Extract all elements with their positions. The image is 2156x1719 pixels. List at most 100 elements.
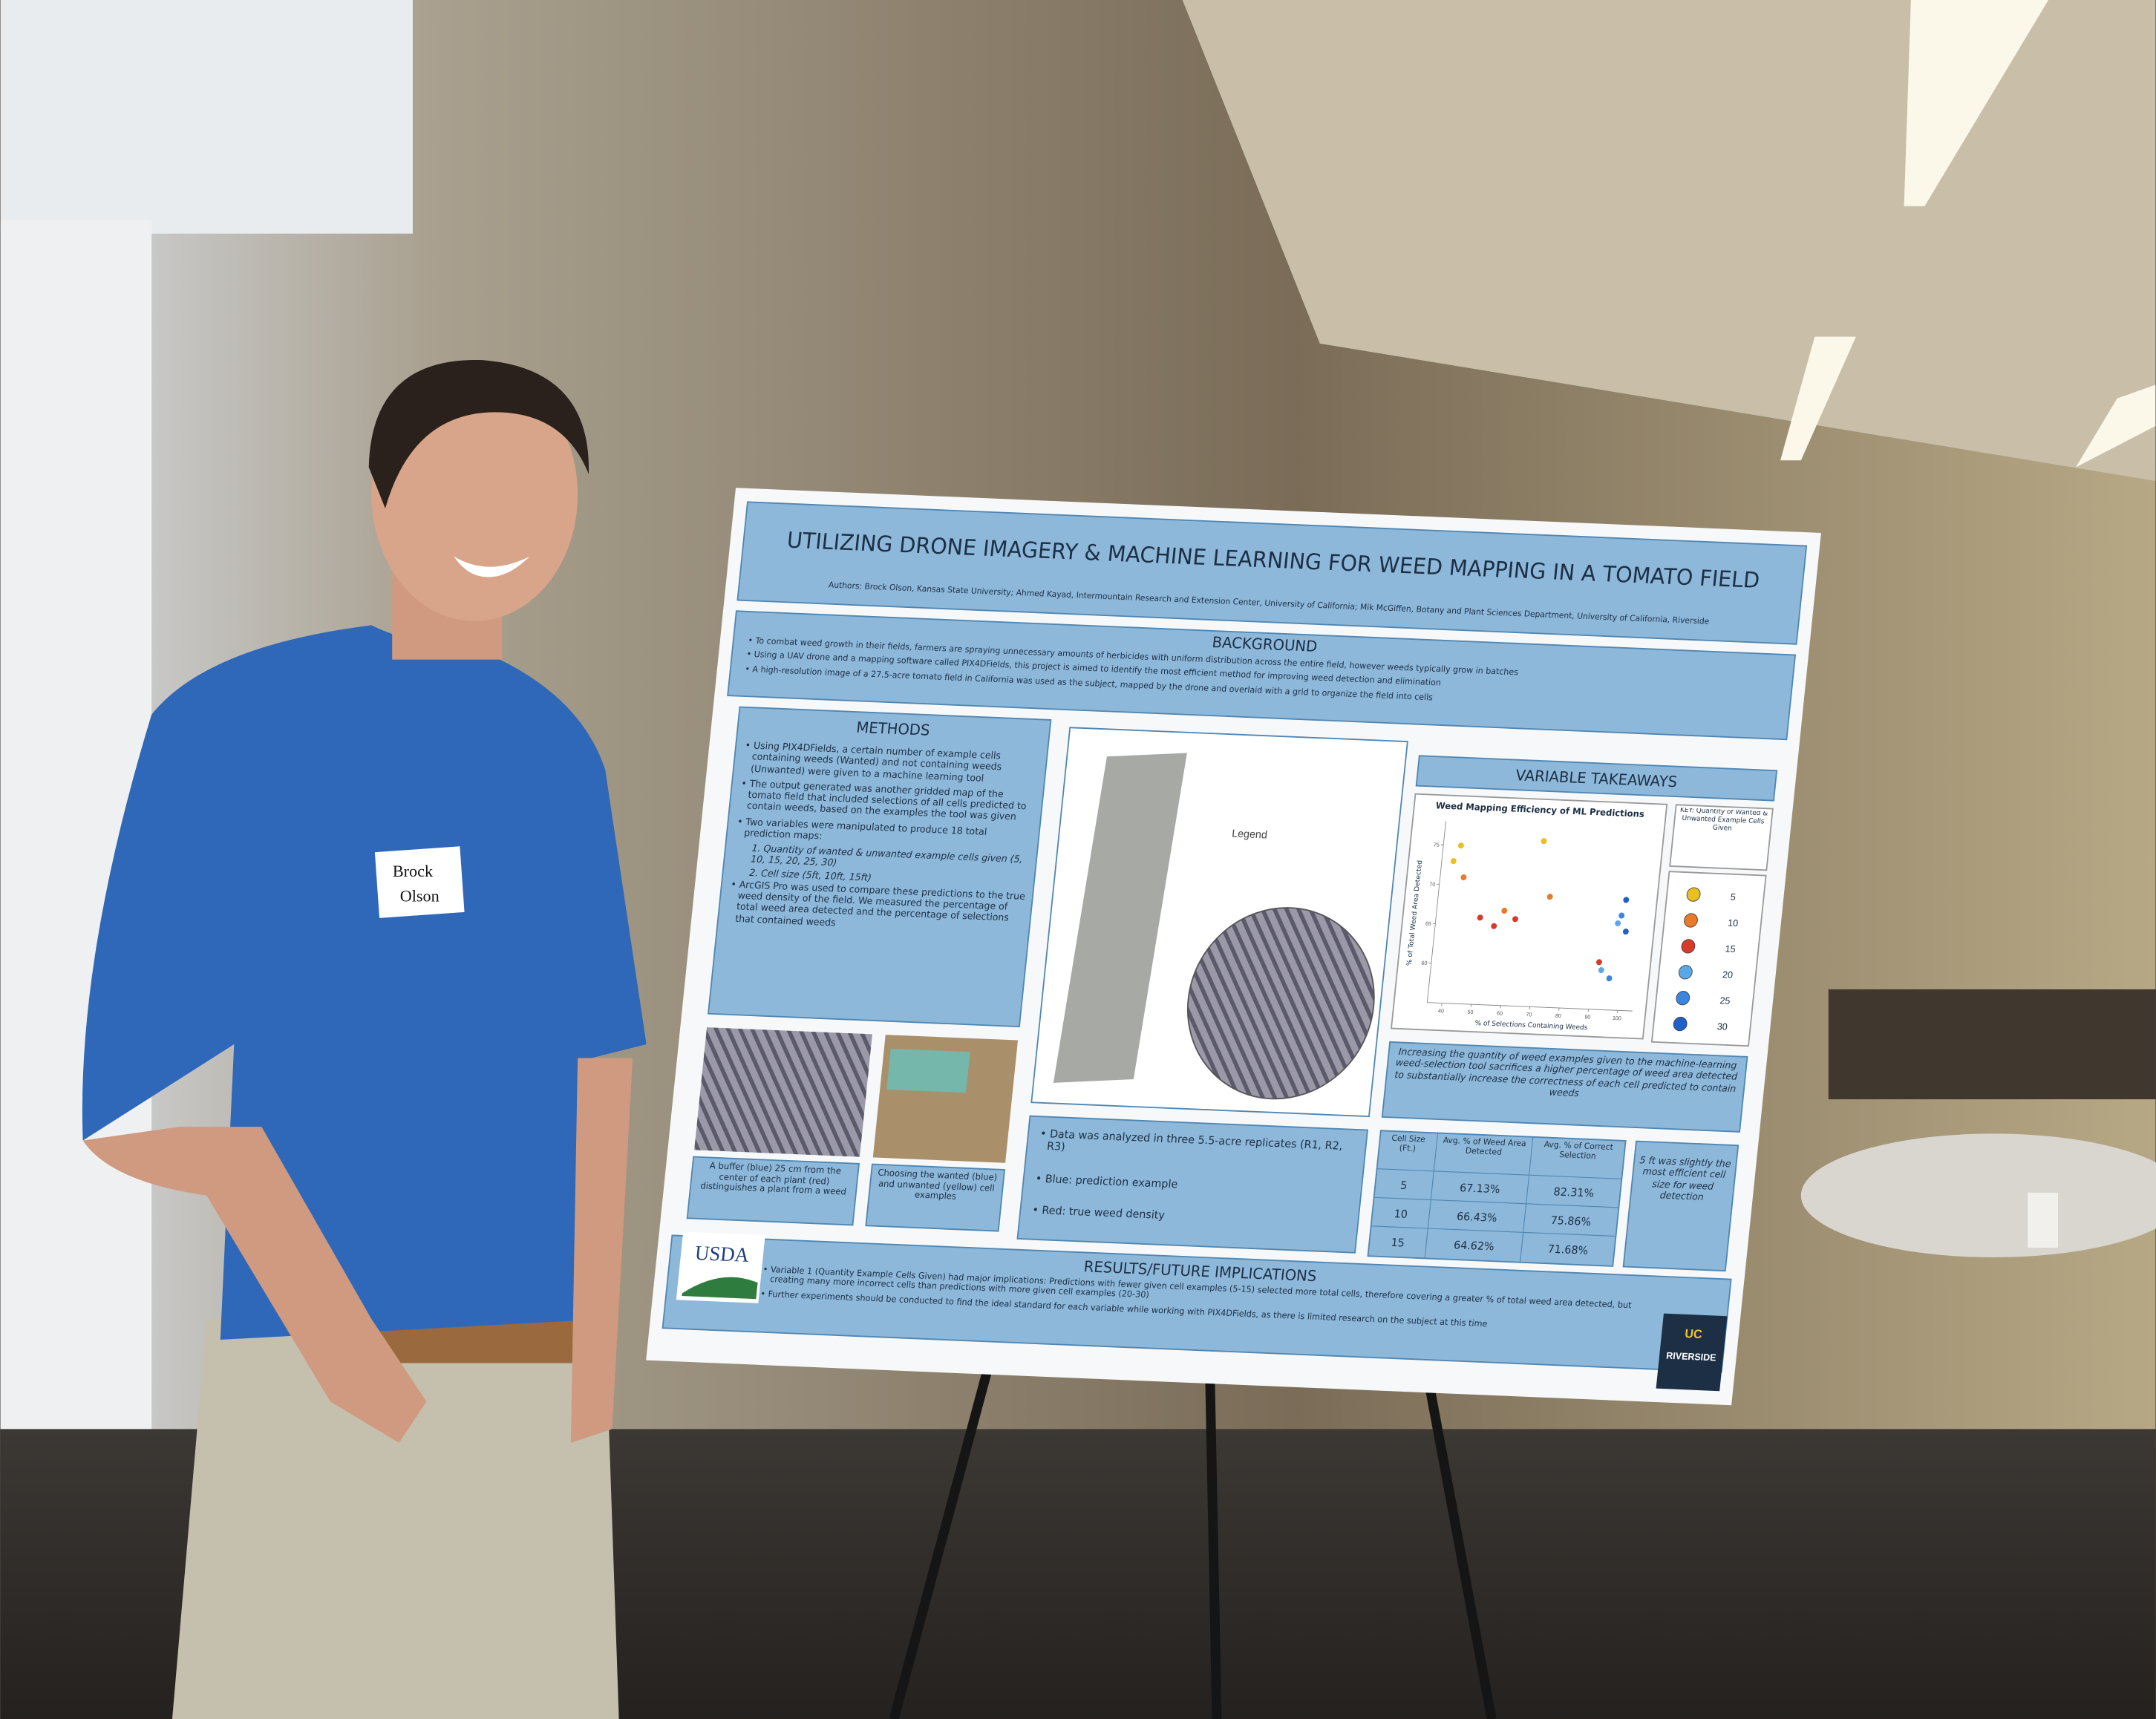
table-cell: 66.43% <box>1456 1211 1497 1225</box>
table-rule <box>1373 1196 1619 1208</box>
legend-swatch <box>1684 913 1698 928</box>
legend-swatch <box>1676 991 1690 1006</box>
field-image <box>694 1027 872 1157</box>
table: Cell Size (Ft.) Avg. % of Weed Area Detec… <box>1367 1130 1627 1267</box>
bullet: Blue: prediction example <box>1033 1172 1358 1198</box>
table-rule <box>1380 1130 1626 1142</box>
point <box>1615 920 1621 927</box>
cup <box>2028 1192 2058 1248</box>
point <box>1450 858 1457 865</box>
x-tick-label: 60 <box>1497 1009 1503 1016</box>
uc-logo <box>1656 1313 1728 1392</box>
header-text: Cell Size (Ft.) <box>1391 1133 1426 1154</box>
legend-label: 15 <box>1725 943 1736 955</box>
table-cell: 75.86% <box>1550 1215 1592 1228</box>
x-tick-label: 40 <box>1438 1007 1445 1014</box>
legend-label: 25 <box>1719 995 1731 1006</box>
legend-label: 10 <box>1728 917 1739 929</box>
note-box <box>1622 1140 1740 1272</box>
key-box <box>1669 804 1774 871</box>
riverside-text: RIVERSIDE <box>1666 1350 1717 1363</box>
legend-swatch <box>1678 965 1693 980</box>
table-cell: 15 <box>1391 1237 1405 1250</box>
key-legend <box>1650 871 1767 1047</box>
header-text: Avg. % of Correct Selection <box>1544 1140 1614 1162</box>
caption-box <box>686 1156 860 1226</box>
background-heading: BACKGROUND <box>1211 633 1318 655</box>
table-rule <box>1368 1255 1613 1267</box>
people-background <box>1828 989 2156 1100</box>
point <box>1501 907 1508 914</box>
legend-swatch <box>1681 939 1696 954</box>
caption-text: Choosing the wanted (blue) and unwanted … <box>877 1168 998 1202</box>
caption-box <box>865 1163 1006 1232</box>
point <box>1622 929 1629 935</box>
table-rule <box>1519 1136 1534 1263</box>
point <box>1598 967 1604 974</box>
x-tick-label: 100 <box>1612 1015 1621 1022</box>
header-cell: Avg. % of Weed Area Detected <box>1443 1136 1526 1157</box>
ceiling-light <box>1780 336 1856 461</box>
x-tick-label: 70 <box>1526 1011 1532 1018</box>
uc-text: UC <box>1685 1327 1703 1341</box>
caption: A buffer (blue) 25 cm from the center of… <box>700 1161 847 1197</box>
key-text: KEY: Quantity of Wanted & Unwanted Examp… <box>1679 808 1768 833</box>
y-tick-label: 60 <box>1421 960 1428 966</box>
usda-swoosh <box>682 1277 758 1300</box>
point <box>1512 916 1518 923</box>
left-wall <box>0 0 413 234</box>
chart-box <box>1391 793 1668 1040</box>
easel <box>889 1359 1497 1719</box>
legend: 5 10 15 20 25 30 <box>1673 887 1739 1032</box>
table-cell: 5 <box>1399 1180 1408 1193</box>
person: Brock Olson <box>82 359 647 1719</box>
point <box>1460 874 1467 881</box>
legend-swatch <box>1673 1016 1688 1032</box>
x-tick-label: 90 <box>1584 1013 1591 1020</box>
point <box>1606 975 1613 982</box>
axis <box>1426 821 1446 1003</box>
point <box>1457 842 1464 849</box>
map-zoom <box>1186 907 1375 1100</box>
point <box>1546 894 1553 900</box>
y-tick-label: 65 <box>1425 920 1432 927</box>
caption: Choosing the wanted (blue) and unwanted … <box>877 1168 998 1202</box>
key-title: KEY: Quantity of Wanted & Unwanted Examp… <box>1679 808 1768 833</box>
cell-overlay <box>886 1048 970 1093</box>
methods-text: Using PIX4DFields, a certain number of e… <box>716 740 1041 1025</box>
point <box>1623 897 1630 903</box>
methods-heading: METHODS <box>855 718 931 739</box>
axis <box>1427 1002 1633 1012</box>
poster: UTILIZING DRONE IMAGERY & MACHINE LEARNI… <box>646 488 1821 1405</box>
results-band <box>662 1234 1732 1373</box>
name-last: Olson <box>400 886 440 905</box>
header-cell: Cell Size (Ft.) <box>1391 1133 1426 1154</box>
field-map <box>1053 753 1187 1083</box>
takeaway: Increasing the quantity of weed examples… <box>1394 1047 1738 1098</box>
table-cell: 10 <box>1394 1208 1408 1221</box>
note-text: 5 ft was slightly the most efficient cel… <box>1639 1155 1732 1203</box>
header-cell: Avg. % of Correct Selection <box>1544 1140 1614 1162</box>
table-cell: 82.31% <box>1553 1186 1595 1199</box>
x-tick-label: 50 <box>1467 1009 1474 1015</box>
point <box>1595 959 1602 966</box>
legend-swatch <box>1686 887 1701 902</box>
takeaway-box <box>1381 1041 1748 1133</box>
name-tag <box>374 846 465 918</box>
table-rule <box>1371 1225 1616 1237</box>
scatter-plot: 40 50 60 70 80 90 100 60 65 70 75 <box>1421 821 1633 1022</box>
legend-label: 20 <box>1722 969 1733 980</box>
table-cell: 64.62% <box>1453 1240 1494 1253</box>
point <box>1491 923 1497 929</box>
data-text: Data was analyzed in three 5.5-acre repl… <box>1028 1127 1362 1250</box>
name-first: Brock <box>393 862 434 880</box>
table <box>1800 1133 2156 1257</box>
y-tick-label: 75 <box>1433 841 1440 848</box>
point <box>1541 838 1547 845</box>
takeaways-band <box>1415 755 1778 802</box>
bullet: Red: true weed density <box>1030 1204 1355 1230</box>
usda-text: USDA <box>694 1242 751 1266</box>
legend-label: 5 <box>1730 892 1736 903</box>
